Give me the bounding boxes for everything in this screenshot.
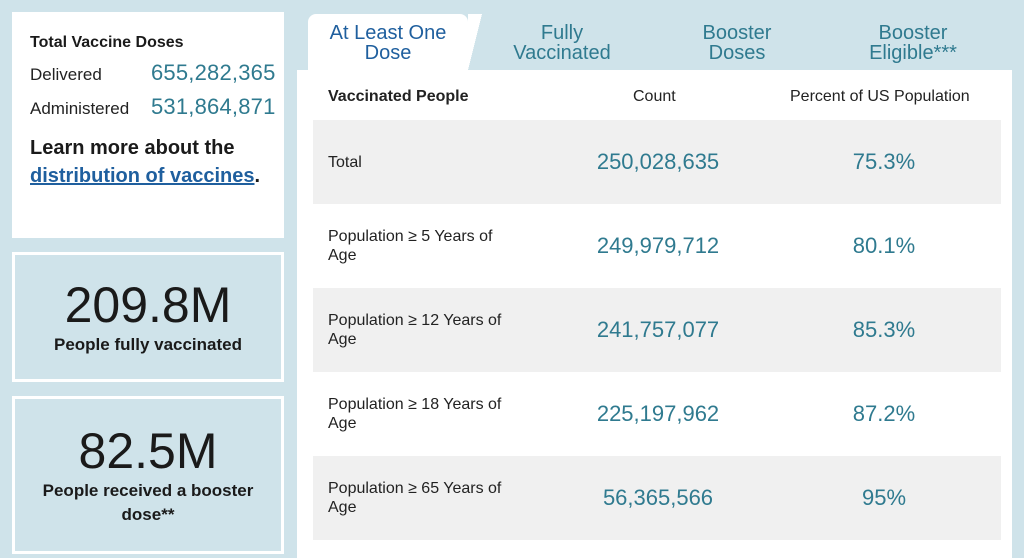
- header-vaccinated-people: Vaccinated People: [328, 88, 469, 105]
- delivered-label: Delivered: [30, 65, 102, 84]
- row-label: Population ≥ 12 Years of Age: [328, 312, 502, 348]
- row-count: 249,979,712: [596, 233, 720, 258]
- delivered-value: 655,282,365: [151, 60, 276, 85]
- row-percent: 87.2%: [852, 401, 916, 426]
- booster-label: People received a booster dose**: [42, 481, 254, 524]
- tab-bar: At Least One Dose Fully Vaccinated Boost…: [297, 12, 1012, 72]
- delivered-row: Delivered 655,282,365: [30, 60, 278, 94]
- row-count: 241,757,077: [596, 317, 720, 342]
- administered-label: Administered: [30, 99, 130, 118]
- learn-suffix: .: [254, 165, 261, 187]
- row-label: Total: [328, 153, 362, 171]
- row-percent: 75.3%: [852, 149, 916, 174]
- tab-fully-vaccinated[interactable]: Fully Vaccinated: [513, 22, 611, 64]
- distribution-link[interactable]: distribution of vaccines: [30, 165, 255, 187]
- active-tab-edge: [468, 14, 482, 70]
- row-label: Population ≥ 18 Years of Age: [328, 396, 502, 432]
- row-percent: 85.3%: [852, 317, 916, 342]
- administered-row: Administered 531,864,871: [30, 94, 278, 128]
- doses-title: Total Vaccine Doses: [30, 34, 184, 51]
- total-doses-card: Total Vaccine Doses Delivered 655,282,36…: [12, 12, 284, 238]
- learn-more-text: Learn more about the distribution of vac…: [30, 134, 278, 190]
- vaccinated-people-table: Vaccinated People Count Percent of US Po…: [297, 70, 1012, 558]
- tab-booster-doses[interactable]: Booster Doses: [702, 22, 772, 64]
- fully-vaccinated-stat: 209.8M People fully vaccinated: [12, 252, 284, 382]
- table-row: Population ≥ 18 Years of Age 225,197,962…: [313, 372, 1001, 456]
- row-label: Population ≥ 5 Years of Age: [328, 228, 493, 264]
- tab-booster-eligible[interactable]: Booster Eligible***: [869, 22, 957, 64]
- row-count: 225,197,962: [596, 401, 720, 426]
- fully-vaccinated-value: 209.8M: [64, 277, 232, 333]
- table-row: Population ≥ 65 Years of Age 56,365,566 …: [313, 456, 1001, 540]
- row-percent: 80.1%: [852, 233, 916, 258]
- learn-prefix: Learn more about the: [30, 137, 235, 159]
- header-percent: Percent of US Population: [790, 88, 970, 105]
- header-count: Count: [633, 88, 676, 105]
- booster-stat: 82.5M People received a booster dose**: [12, 396, 284, 554]
- row-percent: 95%: [861, 485, 907, 510]
- table-row: Population ≥ 5 Years of Age 249,979,712 …: [313, 204, 1001, 288]
- table-header: Vaccinated People Count Percent of US Po…: [297, 70, 1012, 120]
- table-row: Population ≥ 12 Years of Age 241,757,077…: [313, 288, 1001, 372]
- table-row: Total 250,028,635 75.3%: [313, 120, 1001, 204]
- vaccination-panel: At Least One Dose Fully Vaccinated Boost…: [297, 12, 1012, 558]
- row-count: 56,365,566: [602, 485, 714, 510]
- booster-value: 82.5M: [78, 423, 218, 479]
- row-label: Population ≥ 65 Years of Age: [328, 480, 502, 516]
- fully-vaccinated-label: People fully vaccinated: [53, 335, 242, 354]
- row-count: 250,028,635: [596, 149, 720, 174]
- tab-at-least-one-dose[interactable]: At Least One Dose: [308, 14, 468, 72]
- administered-value: 531,864,871: [151, 94, 276, 119]
